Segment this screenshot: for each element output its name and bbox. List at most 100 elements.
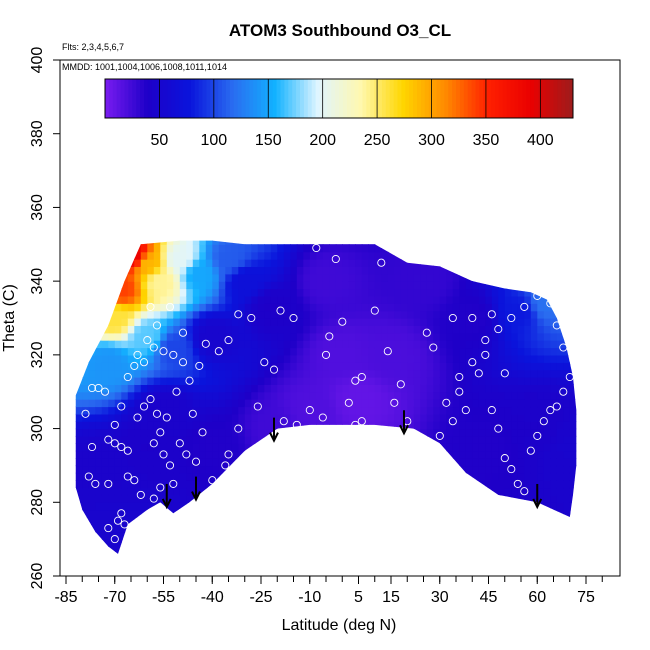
field-cell — [472, 443, 480, 452]
colorbar-segment — [440, 79, 445, 118]
field-cell — [251, 266, 259, 275]
field-cell — [283, 288, 291, 297]
field-cell — [238, 325, 246, 334]
field-cell — [524, 318, 532, 326]
observation-point — [156, 428, 165, 437]
field-cell — [179, 266, 187, 275]
field-cell — [342, 406, 350, 415]
field-cell — [173, 244, 181, 253]
field-cell — [530, 421, 538, 430]
colorbar-segment — [393, 79, 398, 118]
field-cell — [550, 384, 558, 393]
field-cell — [270, 347, 278, 356]
field-cell — [153, 295, 161, 304]
field-cell — [82, 428, 90, 437]
field-cell — [446, 377, 454, 385]
x-tick-label: -55 — [152, 589, 175, 606]
field-cell — [361, 399, 369, 408]
field-cell — [400, 384, 408, 393]
field-cell — [264, 281, 272, 290]
colorbar-segment — [342, 79, 348, 118]
observation-point — [526, 446, 535, 455]
field-cell — [491, 369, 499, 378]
field-cell — [368, 369, 376, 378]
field-cell — [186, 428, 194, 437]
arrow-head — [191, 491, 201, 502]
field-cell — [225, 443, 233, 452]
field-cell — [355, 266, 363, 275]
field-cell — [238, 332, 246, 341]
field-cell — [231, 435, 239, 444]
field-cell — [342, 288, 350, 297]
field-cell — [355, 244, 363, 253]
field-cell — [153, 443, 161, 452]
observation-point — [494, 325, 503, 334]
field-cell — [361, 325, 369, 334]
field-cell — [517, 303, 525, 312]
field-cell — [88, 362, 96, 371]
field-cell — [238, 413, 246, 422]
field-cell — [218, 406, 226, 415]
field-cell — [452, 347, 460, 356]
field-cell — [205, 354, 213, 363]
field-cell — [160, 259, 168, 267]
field-cell — [374, 340, 382, 349]
field-cell — [127, 354, 135, 363]
field-cell — [134, 428, 142, 437]
field-cell — [264, 428, 272, 437]
field-cell — [199, 406, 207, 415]
field-cell — [563, 450, 571, 459]
field-cell — [140, 465, 148, 474]
field-cell — [160, 251, 168, 260]
field-cell — [420, 347, 428, 356]
observation-point — [104, 479, 113, 488]
field-cell — [231, 421, 239, 430]
field-cell — [108, 458, 116, 467]
field-cell — [140, 377, 148, 385]
field-cell — [160, 295, 168, 304]
field-cell — [439, 435, 447, 444]
colorbar-segment — [296, 79, 301, 118]
field-cell — [537, 310, 545, 319]
field-cell — [212, 369, 220, 378]
field-cell — [361, 391, 369, 400]
observation-point — [178, 358, 188, 367]
arrow-head — [269, 432, 279, 443]
field-cell — [108, 421, 116, 430]
field-cell — [127, 517, 135, 525]
field-cell — [426, 288, 434, 297]
field-cell — [446, 435, 454, 444]
field-cell — [296, 369, 304, 378]
field-cell — [95, 362, 103, 371]
field-cell — [95, 406, 103, 415]
field-cell — [166, 273, 174, 282]
field-cell — [238, 295, 246, 304]
field-cell — [121, 295, 129, 304]
field-cell — [465, 325, 473, 334]
field-cell — [355, 273, 363, 282]
field-cell — [121, 458, 129, 467]
field-cell — [244, 399, 252, 408]
field-cell — [114, 487, 122, 496]
field-cell — [244, 325, 252, 334]
field-cell — [459, 303, 467, 312]
field-cell — [491, 295, 499, 304]
colorbar-segment — [405, 79, 410, 118]
field-cell — [140, 450, 148, 459]
field-cell — [173, 310, 181, 319]
field-cell — [329, 391, 337, 400]
field-cell — [212, 281, 220, 290]
field-cell — [394, 281, 402, 290]
field-cell — [153, 354, 161, 363]
observation-point — [169, 350, 178, 359]
field-cell — [511, 391, 519, 400]
field-cell — [225, 413, 233, 422]
field-cell — [134, 480, 142, 489]
field-cell — [134, 295, 142, 304]
field-cell — [368, 259, 376, 267]
field-cell — [166, 347, 174, 356]
observation-point — [159, 450, 168, 459]
field-cell — [368, 266, 376, 275]
field-cell — [459, 406, 467, 415]
field-cell — [342, 273, 350, 282]
